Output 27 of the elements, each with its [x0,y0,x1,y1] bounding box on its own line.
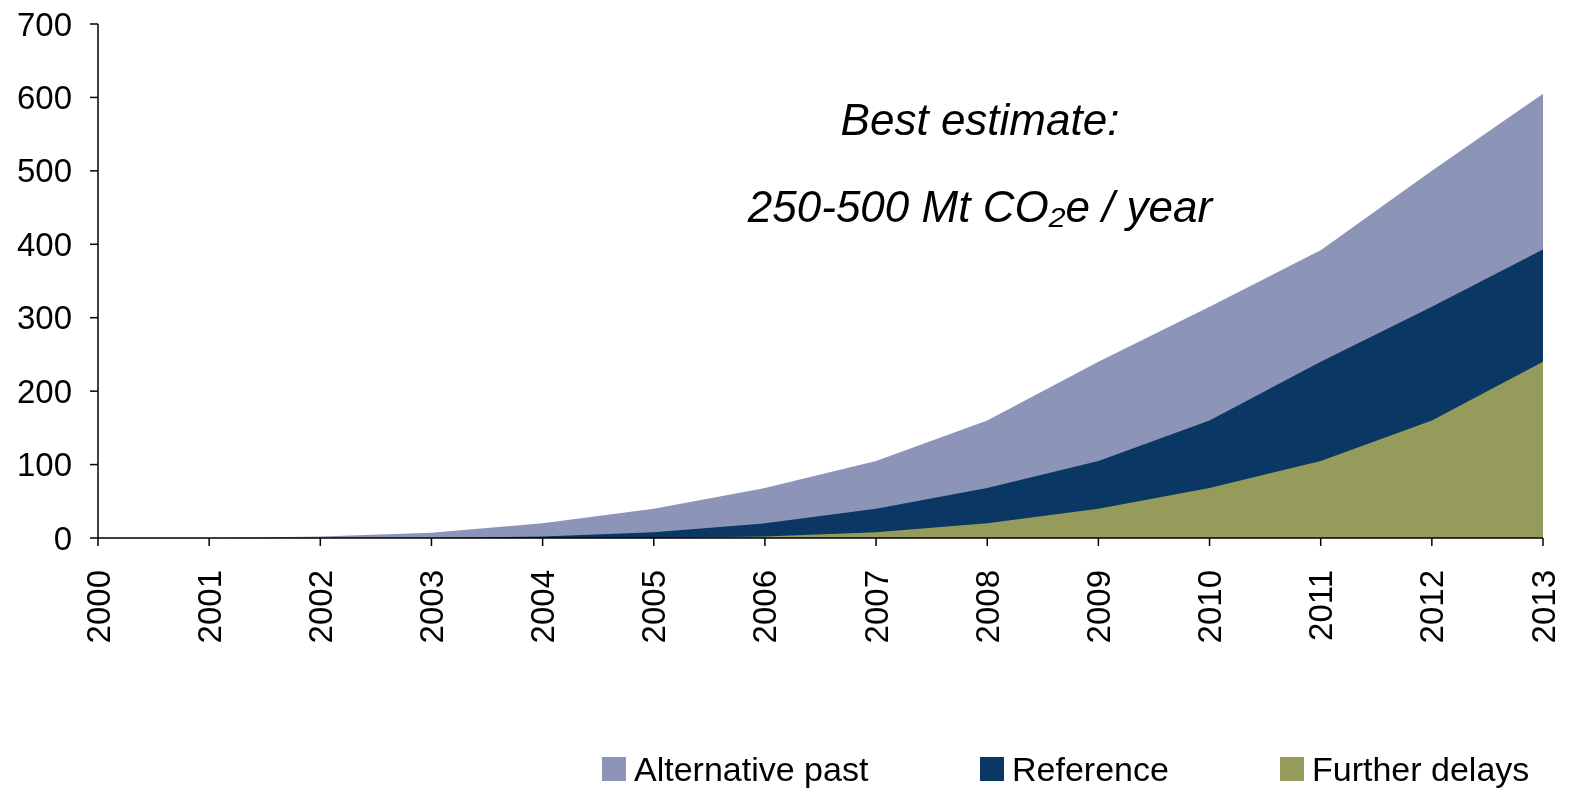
x-tick-label: 2012 [1413,570,1451,644]
x-tick-label: 2006 [746,570,784,644]
y-tick-label: 300 [16,299,72,337]
x-tick-label: 2013 [1524,570,1562,644]
annotation: Best estimate: [840,95,1120,144]
x-tick-label: 2009 [1079,570,1117,644]
x-tick-label: 2007 [857,570,895,644]
x-tick-label: 2002 [301,570,339,644]
annotation: 250-500 Mt CO₂e / year [746,182,1215,231]
x-tick-label: 2005 [635,570,673,644]
y-tick-label: 500 [16,152,72,190]
y-tick-label: 400 [16,225,72,263]
y-tick-label: 200 [16,372,72,410]
x-tick-label: 2010 [1191,570,1229,644]
x-tick-label: 2003 [413,570,451,644]
y-tick-label: 600 [16,78,72,116]
x-tick-label: 2008 [968,570,1006,644]
legend-label: Further delays [1312,749,1530,788]
legend-label: Reference [1012,749,1169,788]
x-tick-label: 2000 [79,570,117,644]
y-tick-label: 100 [16,446,72,484]
x-tick-label: 2004 [524,570,562,644]
y-tick-label: 700 [16,5,72,43]
x-tick-label: 2001 [190,570,228,644]
y-tick-label: 0 [53,519,72,557]
x-tick-label: 2011 [1302,570,1340,641]
legend-label: Alternative past [634,749,869,788]
